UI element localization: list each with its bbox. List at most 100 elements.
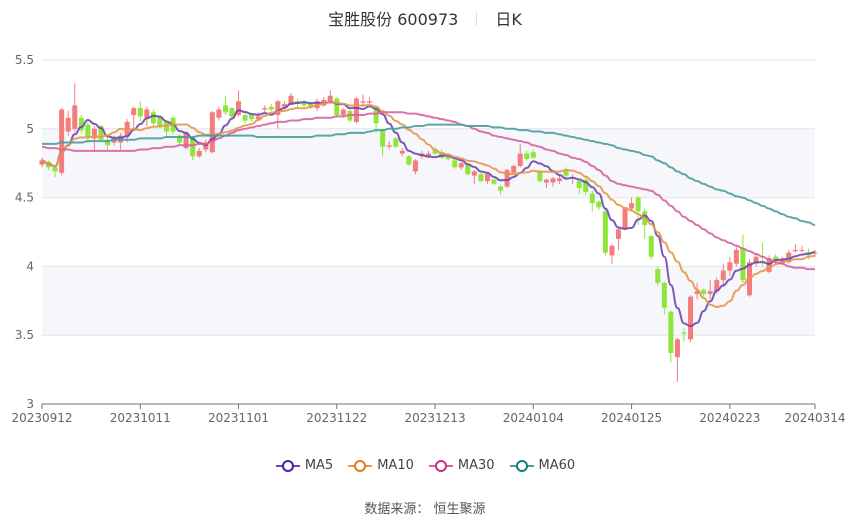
candle-down [222, 95, 228, 116]
x-tick-label: 20240125 [601, 411, 662, 425]
candle-body [701, 289, 707, 294]
legend-label: MA30 [457, 458, 495, 473]
y-tick-label: 4.5 [15, 191, 34, 205]
y-tick-label: 4 [26, 259, 34, 273]
candle-body [530, 152, 536, 158]
legend-marker-ma10-icon [348, 459, 373, 472]
candle-down [78, 115, 84, 133]
legend-item-ma5[interactable]: MA5 [275, 458, 333, 473]
candle-down [596, 200, 602, 210]
x-tick-label: 20231213 [405, 411, 466, 425]
candle-up [39, 157, 45, 168]
candle-down [163, 120, 169, 138]
candle-up [622, 207, 628, 231]
series-line-ma10 [41, 101, 816, 308]
candle-body [445, 156, 451, 160]
candle-body [209, 112, 215, 153]
legend-marker-ma60-icon [509, 459, 534, 472]
candle-up [543, 178, 549, 188]
candle-up [196, 148, 202, 158]
x-tick-label: 20231101 [208, 411, 269, 425]
candle-body [255, 116, 261, 120]
candle-up [321, 97, 327, 107]
candle-body [655, 269, 661, 283]
legend-item-ma30[interactable]: MA30 [428, 458, 495, 473]
candle-body [98, 126, 104, 140]
candle-body [583, 179, 589, 193]
candle-up [674, 337, 680, 382]
candle-body [563, 170, 569, 176]
candle-up [399, 148, 405, 157]
candle-up [550, 176, 556, 187]
candle-body [517, 153, 523, 166]
title-separator [476, 12, 478, 26]
candle-body [727, 262, 733, 271]
candle-up [511, 164, 517, 175]
candle-body [635, 197, 641, 212]
candle-up [694, 282, 700, 300]
candle-down [268, 104, 274, 111]
candle-down [655, 266, 661, 286]
candle-down [105, 137, 111, 150]
candle-down [668, 310, 674, 363]
candle-body [334, 98, 340, 116]
candle-body [393, 138, 399, 147]
candle-up [799, 245, 805, 253]
candle-body [386, 145, 392, 147]
candle-body [196, 150, 202, 157]
candle-body [406, 156, 412, 165]
candle-up [72, 83, 78, 132]
candle-body [766, 258, 772, 272]
y-tick-label: 5.5 [15, 53, 34, 67]
legend-item-ma60[interactable]: MA60 [509, 458, 575, 473]
candle-up [353, 97, 359, 124]
candle-body [144, 109, 150, 118]
stock-name: 宝胜股份 600973 [328, 10, 459, 29]
candle-up [753, 254, 759, 267]
candle-up [216, 106, 222, 121]
candle-up [707, 280, 713, 300]
candle-body [511, 165, 517, 173]
candle-up [458, 160, 464, 171]
candle-body [399, 150, 405, 154]
candle-body [622, 208, 628, 230]
legend-label: MA5 [304, 458, 334, 473]
candle-body [714, 280, 720, 292]
candle-down [478, 172, 484, 183]
candle-body [236, 101, 242, 116]
candle-body [163, 121, 169, 132]
candle-body [681, 332, 687, 334]
candle-body [773, 256, 779, 261]
candle-up [209, 110, 215, 154]
candle-down [85, 121, 91, 143]
candle-body [458, 163, 464, 168]
candle-down [576, 179, 582, 194]
candle-body [78, 117, 84, 131]
candle-body [39, 160, 45, 165]
candle-body [412, 160, 418, 172]
candle-body [124, 121, 130, 136]
candle-body [91, 128, 97, 139]
candle-down [229, 106, 235, 120]
x-tick-label: 20231122 [306, 411, 367, 425]
candle-body [596, 201, 602, 208]
candle-body [183, 132, 189, 149]
candle-up [517, 143, 523, 168]
candle-body [301, 102, 307, 106]
candle-up [144, 106, 150, 127]
candle-body [380, 130, 386, 147]
candle-down [249, 113, 255, 122]
candle-up [236, 90, 242, 117]
candle-body [504, 170, 510, 187]
legend-item-ma10[interactable]: MA10 [347, 458, 414, 473]
candle-up [471, 170, 477, 184]
candle-up [733, 247, 739, 267]
candle-body [740, 248, 746, 281]
candle-body [557, 178, 563, 182]
x-tick-label: 20231011 [110, 411, 171, 425]
candle-up [131, 106, 137, 129]
candle-body [131, 108, 137, 116]
candle-down [648, 234, 654, 260]
candle-body [668, 311, 674, 354]
candle-body [216, 109, 222, 118]
